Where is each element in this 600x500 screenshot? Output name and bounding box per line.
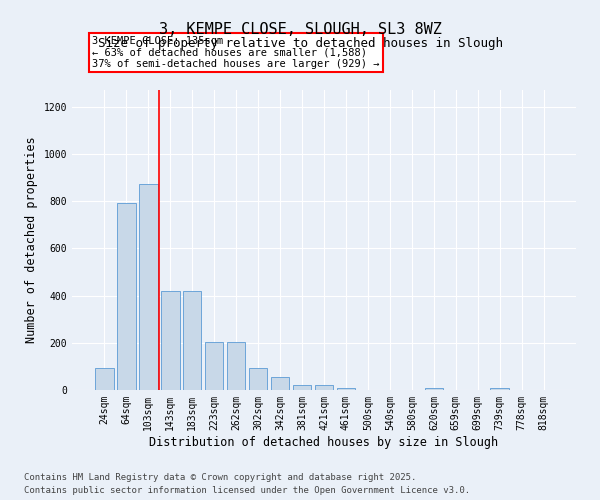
Text: 3, KEMPE CLOSE, SLOUGH, SL3 8WZ: 3, KEMPE CLOSE, SLOUGH, SL3 8WZ [158,22,442,38]
Bar [490,388,509,390]
X-axis label: Distribution of detached houses by size in Slough: Distribution of detached houses by size … [149,436,499,448]
Text: Size of property relative to detached houses in Slough: Size of property relative to detached ho… [97,38,503,51]
Bar [117,204,136,390]
Text: Contains HM Land Registry data © Crown copyright and database right 2025.: Contains HM Land Registry data © Crown c… [24,474,416,482]
Bar [337,388,355,390]
Bar [139,184,158,390]
Bar [293,386,311,390]
Bar [227,342,245,390]
Bar [314,386,334,390]
Bar [249,368,268,390]
Y-axis label: Number of detached properties: Number of detached properties [25,136,38,344]
Bar [161,291,179,390]
Bar [271,377,289,390]
Bar [205,342,223,390]
Bar [425,388,443,390]
Bar [183,291,202,390]
Text: Contains public sector information licensed under the Open Government Licence v3: Contains public sector information licen… [24,486,470,495]
Text: 3 KEMPE CLOSE: 135sqm
← 63% of detached houses are smaller (1,588)
37% of semi-d: 3 KEMPE CLOSE: 135sqm ← 63% of detached … [92,36,380,69]
Bar [95,368,113,390]
